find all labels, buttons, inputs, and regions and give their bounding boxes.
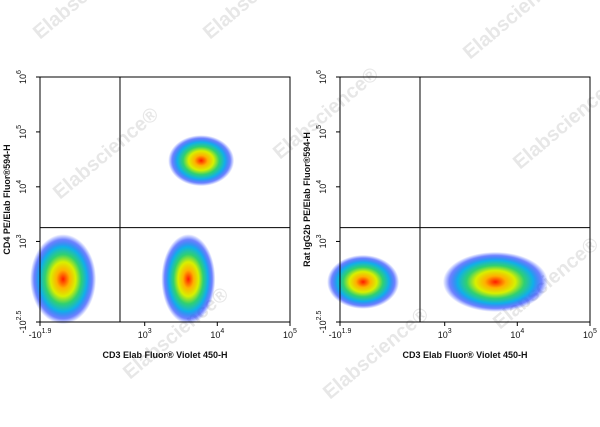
population [327,254,400,309]
tick-exponent: 4 [220,328,224,335]
tick-base: 10 [510,330,520,340]
tick-exponent: 5 [316,125,323,129]
tick-base: 10 [318,74,328,84]
tick-exponent: 2.5 [316,311,323,321]
x-tick-label: -101.9 [29,328,52,340]
x-tick-label: 104 [210,328,224,340]
tick-base: 10 [318,129,328,139]
x-tick-label: 105 [583,328,597,340]
tick-exponent: 2.5 [16,311,23,321]
x-axis-label: CD3 Elab Fluor® Violet 450-H [403,350,528,360]
tick-exponent: 5 [293,328,297,335]
x-axis-label: CD3 Elab Fluor® Violet 450-H [103,350,228,360]
x-tick-label: 104 [510,328,524,340]
y-tick-label: -102.5 [16,311,28,334]
x-tick-label: 103 [138,328,152,340]
tick-base: 10 [318,238,328,248]
watermark: Elabscience® [509,73,600,174]
tick-exponent: 5 [593,328,597,335]
tick-base: 10 [438,330,448,340]
plot-frame [39,76,291,323]
tick-exponent: 3 [148,328,152,335]
tick-exponent: 3 [448,328,452,335]
y-tick-label: -102.5 [316,311,328,334]
tick-base: 10 [210,330,220,340]
watermark: Elabscience® [199,0,313,44]
tick-base: 10 [318,184,328,194]
tick-exponent: 1.9 [42,328,52,335]
tick-exponent: 6 [316,70,323,74]
y-tick-label: 106 [316,70,328,84]
tick-exponent: 5 [16,125,23,129]
x-tick-label: 105 [283,328,297,340]
tick-exponent: 4 [16,180,23,184]
plot-frame [339,76,591,323]
tick-exponent: 4 [316,180,323,184]
tick-base: -10 [329,330,342,340]
x-tick-label: 103 [438,328,452,340]
watermark: Elabscience® [29,0,143,44]
population [168,135,235,187]
tick-exponent: 1.9 [342,328,352,335]
tick-base: -10 [18,320,28,333]
tick-base: -10 [29,330,42,340]
tick-base: 10 [18,238,28,248]
tick-exponent: 4 [520,328,524,335]
tick-exponent: 3 [16,234,23,238]
y-axis-label: CD4 PE/Elab Fluor®594-H [2,144,12,254]
y-axis-label: Rat IgG2b PE/Elab Fluor®594-H [302,132,312,267]
tick-base: -10 [318,320,328,333]
y-tick-label: 105 [316,125,328,139]
tick-base: 10 [283,330,293,340]
tick-exponent: 3 [316,234,323,238]
watermark: Elabscience® [459,0,573,64]
x-tick-label: -101.9 [329,328,352,340]
tick-base: 10 [18,74,28,84]
watermark: Elabscience® [49,103,163,204]
population [161,234,216,325]
y-tick-label: 103 [16,234,28,248]
population [30,234,97,325]
y-tick-label: 105 [16,125,28,139]
tick-base: 10 [18,184,28,194]
y-tick-label: 103 [316,234,328,248]
tick-base: 10 [138,330,148,340]
tick-exponent: 6 [16,70,23,74]
y-tick-label: 106 [16,70,28,84]
population [442,251,548,312]
y-tick-label: 104 [316,180,328,194]
y-tick-label: 104 [16,180,28,194]
tick-base: 10 [583,330,593,340]
tick-base: 10 [18,129,28,139]
